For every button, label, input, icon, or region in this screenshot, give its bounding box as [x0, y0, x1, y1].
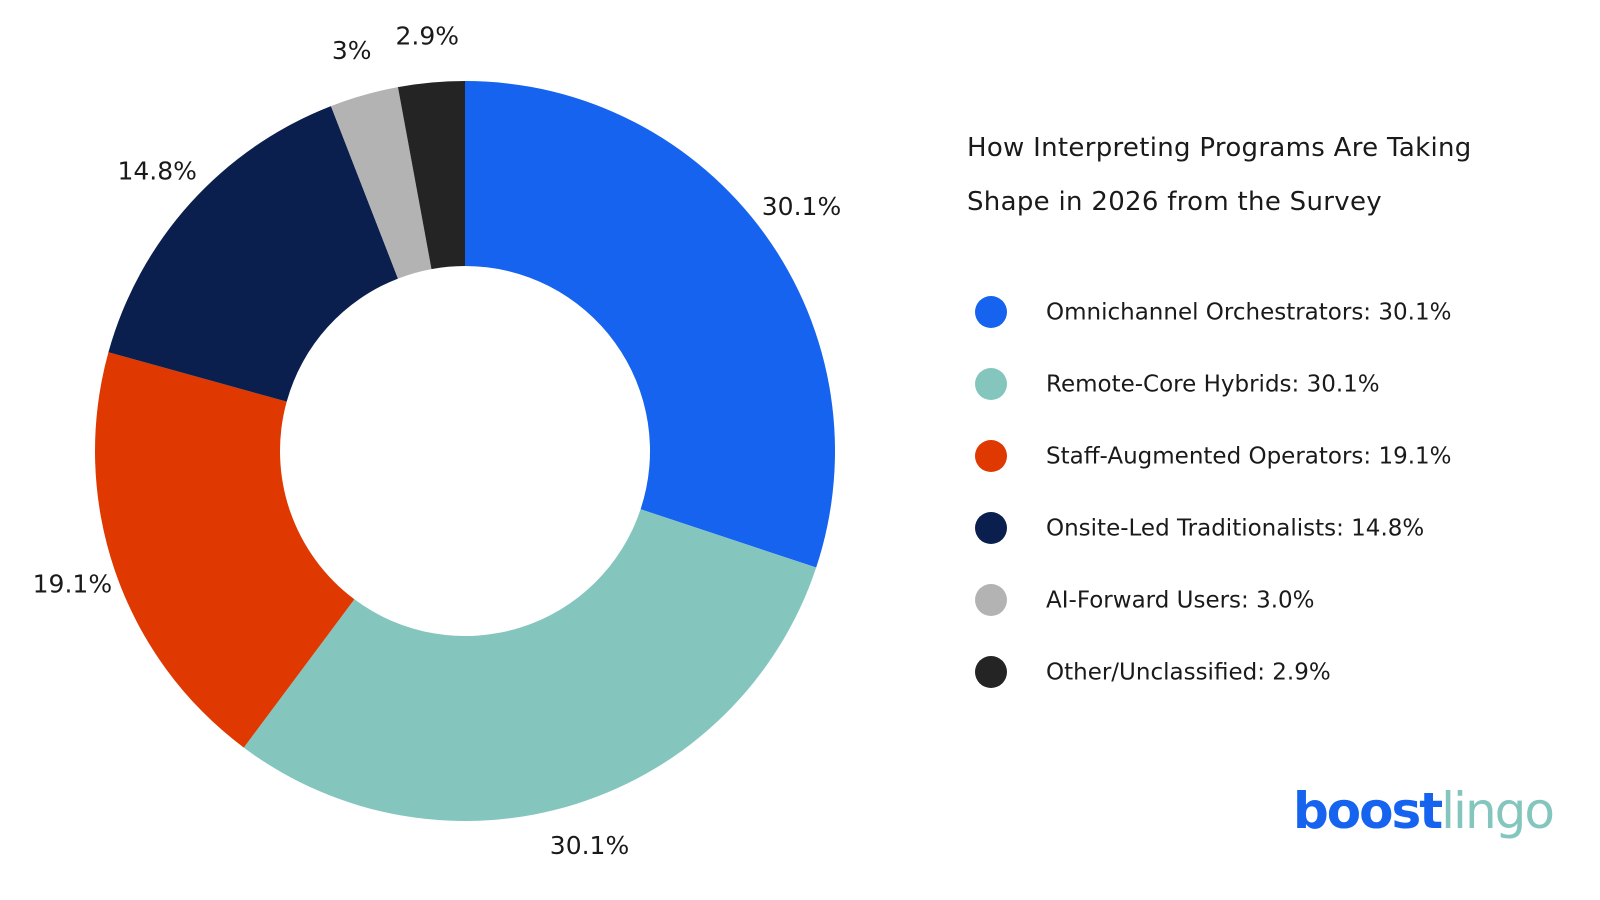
slice [108, 106, 398, 402]
legend-label: Onsite-Led Traditionalists: 14.8% [1046, 516, 1424, 542]
data-label: 14.8% [117, 157, 196, 186]
legend-label: Other/Unclassified: 2.9% [1046, 660, 1331, 686]
data-label: 19.1% [33, 569, 112, 598]
legend-label: AI-Forward Users: 3.0% [1046, 588, 1315, 614]
logo-part: lingo [1441, 782, 1555, 840]
slice [465, 81, 835, 568]
data-label: 30.1% [550, 831, 629, 860]
legend-marker [975, 296, 1007, 328]
chart-title: How Interpreting Programs Are Taking Sha… [967, 133, 1472, 217]
legend-marker [975, 512, 1007, 544]
logo: boostlingo [1293, 782, 1555, 840]
logo-part: boost [1293, 782, 1443, 840]
legend-label: Omnichannel Orchestrators: 30.1% [1046, 300, 1451, 326]
data-label: 30.1% [762, 192, 841, 221]
slice [95, 352, 355, 748]
legend-marker [975, 584, 1007, 616]
legend-marker [975, 656, 1007, 688]
legend-marker [975, 440, 1007, 472]
slice [330, 87, 432, 279]
slice [397, 81, 465, 270]
legend-marker [975, 368, 1007, 400]
slice [243, 509, 817, 821]
data-label: 3% [332, 36, 372, 65]
legend-label: Staff-Augmented Operators: 19.1% [1046, 444, 1452, 470]
legend-label: Remote-Core Hybrids: 30.1% [1046, 372, 1380, 398]
data-label: 2.9% [395, 22, 459, 51]
